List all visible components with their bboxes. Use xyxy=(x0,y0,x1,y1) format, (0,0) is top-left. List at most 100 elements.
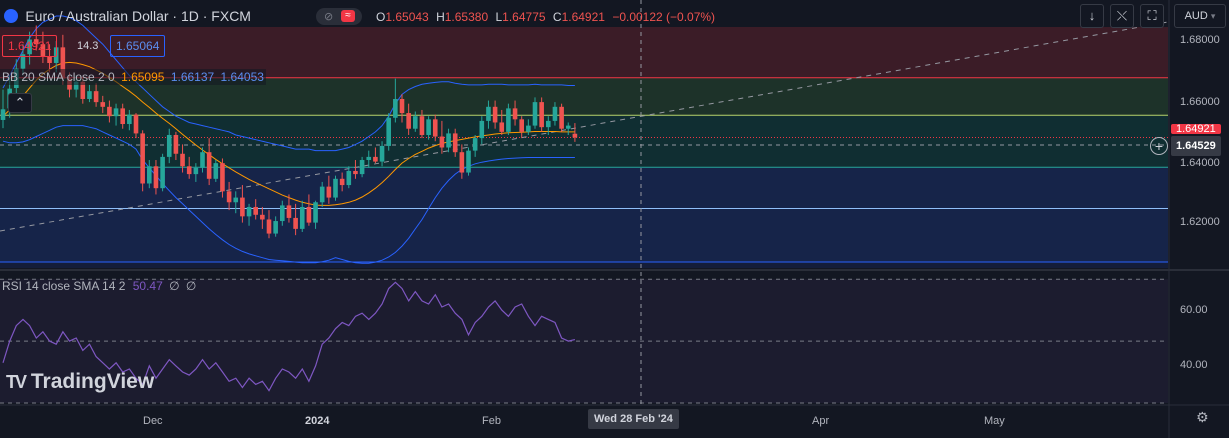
bb-upper-line xyxy=(2,15,575,152)
candle-body xyxy=(486,106,491,121)
price-tick: 1.64000 xyxy=(1180,157,1220,169)
level-zone xyxy=(0,262,1168,268)
candle-body xyxy=(206,152,212,179)
candle-body xyxy=(366,156,372,161)
candle-body xyxy=(492,106,498,123)
candle-body xyxy=(353,170,358,175)
candle-body xyxy=(559,106,564,129)
rsi-upper-na: ∅ xyxy=(169,279,180,293)
add-alert-button[interactable]: + xyxy=(1150,137,1168,155)
candle-body xyxy=(27,39,32,55)
bb-lower-line xyxy=(2,125,575,264)
sell-price-button[interactable]: 1.64921 xyxy=(2,35,58,57)
symbol-logo-icon xyxy=(4,9,18,23)
rsi-label: RSI 14 close SMA 14 2 xyxy=(2,279,126,293)
rsi-line xyxy=(2,281,576,392)
bb-upper-value: 1.66137 xyxy=(170,70,215,84)
candle-body xyxy=(93,91,99,103)
halt-icon: ≈ xyxy=(341,10,355,22)
collapse-pane-button[interactable]: ⤬ xyxy=(1110,4,1134,28)
high-label: H xyxy=(436,10,445,24)
candle-body xyxy=(359,160,365,175)
rsi-lower-na: ∅ xyxy=(185,279,197,293)
candle-body xyxy=(472,138,478,151)
candle-body xyxy=(173,134,179,154)
fullscreen-button[interactable]: ⛶ xyxy=(1140,4,1164,28)
symbol-legend: Euro / Australian Dollar · 1D · FXCM xyxy=(4,8,251,24)
candle-body xyxy=(406,113,411,129)
bb-legend[interactable]: BB 20 SMA close 2 0 1.65095 1.66137 1.64… xyxy=(0,69,266,85)
candle-body xyxy=(399,98,405,114)
trend-line xyxy=(0,21,1169,232)
candle-body xyxy=(393,98,398,118)
candle-body xyxy=(419,116,425,135)
candle-body xyxy=(333,178,338,198)
candle-body xyxy=(73,81,79,90)
tradingview-logo: TV TradingView xyxy=(6,370,154,394)
candle-body xyxy=(147,166,152,184)
candle-body xyxy=(200,152,205,168)
candle-body xyxy=(339,178,345,186)
currency-label: AUD xyxy=(1184,10,1208,22)
chevron-down-icon: ▾ xyxy=(1210,11,1216,21)
ohlc-readout: O1.65043 H1.65380 L1.64775 C1.64921 −0.0… xyxy=(376,10,715,24)
candle-body xyxy=(346,170,352,186)
candle-body xyxy=(379,145,385,162)
candle-body xyxy=(313,202,318,223)
candle-body xyxy=(186,166,192,175)
market-status-toggle[interactable]: ⊘ ≈ xyxy=(316,8,362,25)
buy-price-button[interactable]: 1.65064 xyxy=(110,35,166,57)
tradingview-logo-icon: TV xyxy=(6,372,27,392)
settings-gear-icon[interactable]: ⚙ xyxy=(1196,409,1209,425)
collapse-legend-button[interactable]: ⌃ xyxy=(8,93,32,113)
close-value: 1.64921 xyxy=(561,10,605,24)
time-tick: May xyxy=(984,415,1005,427)
candle-body xyxy=(220,163,225,192)
price-tick: 1.62000 xyxy=(1180,216,1220,228)
rsi-tick: 60.00 xyxy=(1180,304,1208,316)
low-label: L xyxy=(495,10,503,24)
candle-body xyxy=(499,122,505,132)
price-tick: 1.66000 xyxy=(1180,96,1220,108)
scroll-down-button[interactable]: ↓ xyxy=(1080,4,1104,28)
time-tick: 2024 xyxy=(305,415,330,427)
candle-body xyxy=(552,106,558,121)
time-tick: Dec xyxy=(143,415,163,427)
candle-body xyxy=(0,109,6,120)
candle-body xyxy=(413,116,418,129)
candle-body xyxy=(273,221,278,234)
crosshair-date-tag: Wed 28 Feb '24 xyxy=(588,409,679,429)
bb-label: BB 20 SMA close 2 0 xyxy=(2,70,115,84)
candle-body xyxy=(33,39,39,45)
candle-body xyxy=(266,219,272,234)
candle-body xyxy=(280,205,285,222)
plus-icon: + xyxy=(1154,138,1164,154)
candle-body xyxy=(299,206,305,229)
candle-body xyxy=(233,197,239,203)
rsi-legend[interactable]: RSI 14 close SMA 14 2 50.47 ∅ ∅ xyxy=(2,279,196,293)
candle-body xyxy=(532,102,538,126)
candle-body xyxy=(526,125,531,132)
candle-body xyxy=(60,47,66,79)
candle-body xyxy=(565,125,571,129)
symbol-title[interactable]: Euro / Australian Dollar · 1D · FXCM xyxy=(25,8,251,24)
candle-body xyxy=(260,214,265,220)
candle-body xyxy=(240,197,245,217)
candle-body xyxy=(253,206,258,215)
open-value: 1.65043 xyxy=(385,10,429,24)
candle-body xyxy=(306,206,312,223)
candle-body xyxy=(326,186,332,198)
candle-body xyxy=(506,108,511,132)
time-tick: Apr xyxy=(812,415,830,427)
candle-body xyxy=(452,133,458,153)
price-tick: 1.68000 xyxy=(1180,34,1220,46)
candle-body xyxy=(47,56,52,63)
high-value: 1.65380 xyxy=(444,10,489,24)
candle-body xyxy=(319,186,325,203)
candle-body xyxy=(572,133,578,138)
currency-selector[interactable]: AUD ▾ xyxy=(1174,4,1226,28)
maximize-icon: ⛶ xyxy=(1147,8,1157,23)
candle-body xyxy=(180,153,185,167)
candle-body xyxy=(459,152,465,173)
